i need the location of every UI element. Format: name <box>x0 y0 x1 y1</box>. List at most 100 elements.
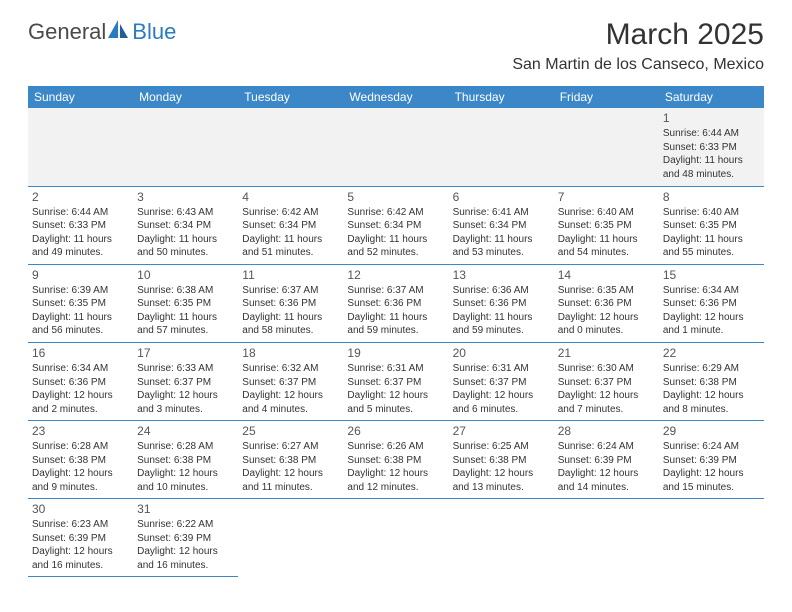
sunrise-text: Sunrise: 6:31 AM <box>453 362 550 376</box>
calendar-day-cell: 21Sunrise: 6:30 AMSunset: 6:37 PMDayligh… <box>554 342 659 420</box>
daylight-text: Daylight: 12 hours <box>663 389 760 403</box>
daylight-text: Daylight: 12 hours <box>242 467 339 481</box>
sunset-text: Sunset: 6:38 PM <box>137 454 234 468</box>
weekday-header: Tuesday <box>238 86 343 108</box>
location-label: San Martin de los Canseco, Mexico <box>512 56 764 74</box>
sunrise-text: Sunrise: 6:44 AM <box>663 127 760 141</box>
day-number: 8 <box>663 189 760 205</box>
calendar-day-cell: 7Sunrise: 6:40 AMSunset: 6:35 PMDaylight… <box>554 186 659 264</box>
sunset-text: Sunset: 6:38 PM <box>453 454 550 468</box>
sunset-text: Sunset: 6:37 PM <box>137 376 234 390</box>
daylight-text: Daylight: 12 hours <box>663 467 760 481</box>
daylight-text: Daylight: 12 hours <box>347 389 444 403</box>
sunrise-text: Sunrise: 6:25 AM <box>453 440 550 454</box>
calendar-day-cell: 28Sunrise: 6:24 AMSunset: 6:39 PMDayligh… <box>554 421 659 499</box>
calendar-day-cell <box>659 499 764 577</box>
sunrise-text: Sunrise: 6:43 AM <box>137 206 234 220</box>
calendar-day-cell: 22Sunrise: 6:29 AMSunset: 6:38 PMDayligh… <box>659 342 764 420</box>
day-number: 3 <box>137 189 234 205</box>
sunrise-text: Sunrise: 6:24 AM <box>663 440 760 454</box>
day-number: 7 <box>558 189 655 205</box>
daylight-text: and 3 minutes. <box>137 403 234 417</box>
calendar-day-cell: 3Sunrise: 6:43 AMSunset: 6:34 PMDaylight… <box>133 186 238 264</box>
day-number: 9 <box>32 267 129 283</box>
sunrise-text: Sunrise: 6:38 AM <box>137 284 234 298</box>
daylight-text: Daylight: 11 hours <box>663 233 760 247</box>
calendar-day-cell: 23Sunrise: 6:28 AMSunset: 6:38 PMDayligh… <box>28 421 133 499</box>
sunrise-text: Sunrise: 6:42 AM <box>242 206 339 220</box>
day-number: 15 <box>663 267 760 283</box>
sunrise-text: Sunrise: 6:30 AM <box>558 362 655 376</box>
daylight-text: Daylight: 12 hours <box>453 389 550 403</box>
calendar-week-row: 30Sunrise: 6:23 AMSunset: 6:39 PMDayligh… <box>28 499 764 577</box>
daylight-text: Daylight: 12 hours <box>558 467 655 481</box>
daylight-text: Daylight: 12 hours <box>663 311 760 325</box>
daylight-text: Daylight: 12 hours <box>242 389 339 403</box>
daylight-text: and 2 minutes. <box>32 403 129 417</box>
calendar-week-row: 1Sunrise: 6:44 AMSunset: 6:33 PMDaylight… <box>28 108 764 186</box>
daylight-text: Daylight: 11 hours <box>242 233 339 247</box>
day-number: 12 <box>347 267 444 283</box>
day-number: 1 <box>663 110 760 126</box>
sunset-text: Sunset: 6:35 PM <box>663 219 760 233</box>
daylight-text: and 12 minutes. <box>347 481 444 495</box>
calendar-day-cell: 5Sunrise: 6:42 AMSunset: 6:34 PMDaylight… <box>343 186 448 264</box>
day-number: 20 <box>453 345 550 361</box>
calendar-day-cell: 24Sunrise: 6:28 AMSunset: 6:38 PMDayligh… <box>133 421 238 499</box>
daylight-text: Daylight: 11 hours <box>453 233 550 247</box>
sunset-text: Sunset: 6:39 PM <box>32 532 129 546</box>
weekday-header: Thursday <box>449 86 554 108</box>
sunrise-text: Sunrise: 6:27 AM <box>242 440 339 454</box>
calendar-day-cell <box>238 108 343 186</box>
sunrise-text: Sunrise: 6:40 AM <box>663 206 760 220</box>
sunrise-text: Sunrise: 6:42 AM <box>347 206 444 220</box>
sunset-text: Sunset: 6:39 PM <box>137 532 234 546</box>
daylight-text: and 57 minutes. <box>137 324 234 338</box>
daylight-text: and 54 minutes. <box>558 246 655 260</box>
calendar-day-cell: 15Sunrise: 6:34 AMSunset: 6:36 PMDayligh… <box>659 264 764 342</box>
daylight-text: Daylight: 11 hours <box>32 311 129 325</box>
daylight-text: Daylight: 11 hours <box>242 311 339 325</box>
sunset-text: Sunset: 6:39 PM <box>663 454 760 468</box>
daylight-text: and 58 minutes. <box>242 324 339 338</box>
sunset-text: Sunset: 6:33 PM <box>663 141 760 155</box>
daylight-text: and 0 minutes. <box>558 324 655 338</box>
sunrise-text: Sunrise: 6:32 AM <box>242 362 339 376</box>
calendar-day-cell <box>554 108 659 186</box>
weekday-header: Wednesday <box>343 86 448 108</box>
sunset-text: Sunset: 6:38 PM <box>663 376 760 390</box>
calendar-day-cell <box>343 499 448 577</box>
calendar-table: Sunday Monday Tuesday Wednesday Thursday… <box>28 86 764 577</box>
calendar-day-cell: 18Sunrise: 6:32 AMSunset: 6:37 PMDayligh… <box>238 342 343 420</box>
sunset-text: Sunset: 6:35 PM <box>32 297 129 311</box>
sunset-text: Sunset: 6:37 PM <box>558 376 655 390</box>
daylight-text: Daylight: 11 hours <box>32 233 129 247</box>
day-number: 29 <box>663 423 760 439</box>
day-number: 13 <box>453 267 550 283</box>
sunrise-text: Sunrise: 6:35 AM <box>558 284 655 298</box>
day-number: 19 <box>347 345 444 361</box>
daylight-text: and 7 minutes. <box>558 403 655 417</box>
sunrise-text: Sunrise: 6:28 AM <box>137 440 234 454</box>
calendar-body: 1Sunrise: 6:44 AMSunset: 6:33 PM Daylight… <box>28 108 764 577</box>
sunset-text: Sunset: 6:37 PM <box>347 376 444 390</box>
sunrise-text: Sunrise: 6:34 AM <box>663 284 760 298</box>
daylight-text: and 16 minutes. <box>32 559 129 573</box>
calendar-day-cell: 12Sunrise: 6:37 AMSunset: 6:36 PMDayligh… <box>343 264 448 342</box>
daylight-text: Daylight: 12 hours <box>347 467 444 481</box>
sunrise-text: Sunrise: 6:26 AM <box>347 440 444 454</box>
daylight-text: and 15 minutes. <box>663 481 760 495</box>
sunrise-text: Sunrise: 6:36 AM <box>453 284 550 298</box>
sunrise-text: Sunrise: 6:23 AM <box>32 518 129 532</box>
sunrise-text: Sunrise: 6:22 AM <box>137 518 234 532</box>
sunrise-text: Sunrise: 6:40 AM <box>558 206 655 220</box>
calendar-day-cell: 25Sunrise: 6:27 AMSunset: 6:38 PMDayligh… <box>238 421 343 499</box>
calendar-day-cell <box>449 108 554 186</box>
sunset-text: Sunset: 6:36 PM <box>558 297 655 311</box>
sunrise-text: Sunrise: 6:37 AM <box>242 284 339 298</box>
sunrise-text: Sunrise: 6:31 AM <box>347 362 444 376</box>
sunset-text: Sunset: 6:39 PM <box>558 454 655 468</box>
sunset-text: Sunset: 6:35 PM <box>558 219 655 233</box>
sail-icon <box>106 18 132 45</box>
daylight-text: Daylight: 11 hours <box>347 233 444 247</box>
